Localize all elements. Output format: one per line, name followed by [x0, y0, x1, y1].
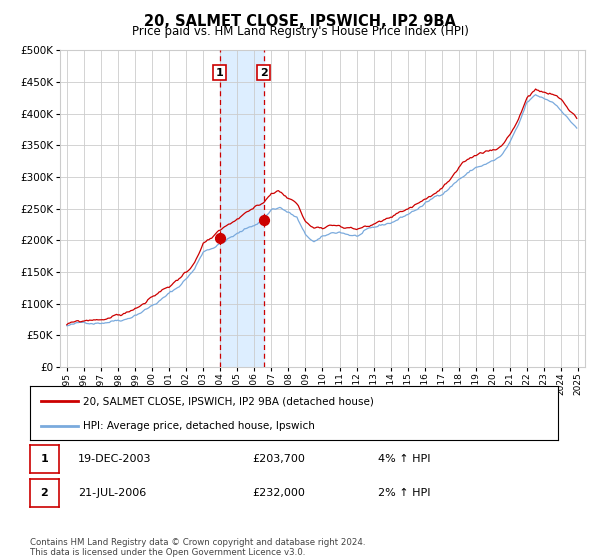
Point	[259, 216, 268, 225]
Text: 4% ↑ HPI: 4% ↑ HPI	[378, 454, 431, 464]
Text: 2: 2	[260, 68, 268, 77]
Text: £203,700: £203,700	[252, 454, 305, 464]
Text: 1: 1	[41, 454, 48, 464]
Text: Price paid vs. HM Land Registry's House Price Index (HPI): Price paid vs. HM Land Registry's House …	[131, 25, 469, 38]
Text: 1: 1	[215, 68, 223, 77]
Text: 2: 2	[41, 488, 48, 498]
Text: 20, SALMET CLOSE, IPSWICH, IP2 9BA (detached house): 20, SALMET CLOSE, IPSWICH, IP2 9BA (deta…	[83, 396, 374, 407]
Text: Contains HM Land Registry data © Crown copyright and database right 2024.
This d: Contains HM Land Registry data © Crown c…	[30, 538, 365, 557]
Text: HPI: Average price, detached house, Ipswich: HPI: Average price, detached house, Ipsw…	[83, 421, 314, 431]
Text: 21-JUL-2006: 21-JUL-2006	[78, 488, 146, 498]
Text: 19-DEC-2003: 19-DEC-2003	[78, 454, 151, 464]
Text: 2% ↑ HPI: 2% ↑ HPI	[378, 488, 431, 498]
Bar	[220, 50, 263, 367]
Point	[215, 234, 224, 242]
Text: 20, SALMET CLOSE, IPSWICH, IP2 9BA: 20, SALMET CLOSE, IPSWICH, IP2 9BA	[144, 14, 456, 29]
Text: £232,000: £232,000	[252, 488, 305, 498]
